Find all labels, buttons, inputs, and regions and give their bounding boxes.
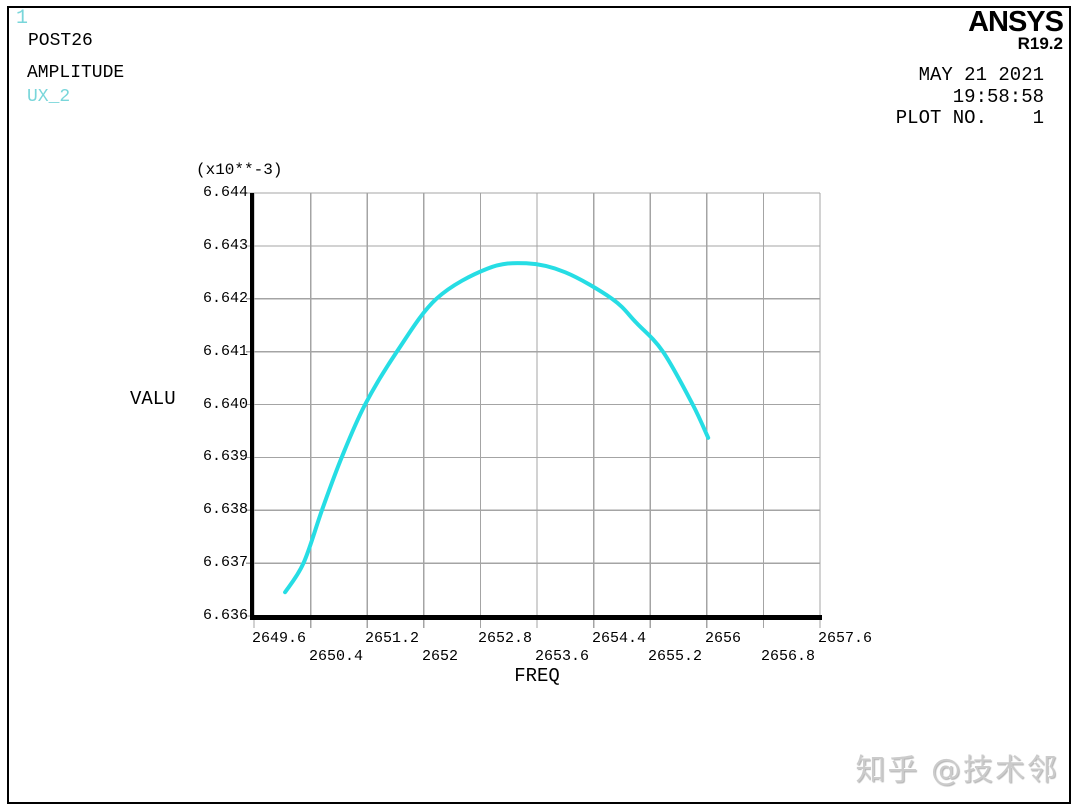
x-tick-label: 2649.6 [252,630,307,647]
y-tick-label: 6.638 [202,501,248,518]
plot-number-label: PLOT NO. 1 [895,107,1044,129]
y-axis-multiplier: (x10**-3) [196,161,283,179]
x-tick-label: 2654.4 [592,630,647,647]
x-tick-label: 2656.8 [761,648,816,665]
x-tick-label: 2652 [422,648,459,665]
x-tick-label: 2655.2 [648,648,703,665]
y-tick-label: 6.644 [202,184,248,201]
y-tick-label: 6.640 [202,396,248,413]
x-tick-label: 2652.8 [478,630,533,647]
window-number: 1 [16,7,29,30]
y-tick-label: 6.643 [202,237,248,254]
postprocessor-label: POST26 [28,31,93,51]
amplitude-curve [283,261,711,595]
y-axis-title: VALU [130,388,176,410]
x-tick-label: 2651.2 [365,630,420,647]
plot-date: MAY 21 2021 [918,64,1044,86]
watermark-text: 知乎 @技术邻 [855,753,1059,788]
ansys-version: R19.2 [1017,34,1063,53]
y-tick-label: 6.642 [202,290,248,307]
x-axis-line [250,615,822,620]
plot-border [7,6,1071,804]
ansys-logo: ANSYS [968,6,1064,38]
y-tick-label: 6.637 [202,554,248,571]
x-axis-title: FREQ [514,665,560,687]
y-tick-label: 6.641 [202,343,248,360]
x-tick-label: 2650.4 [309,648,364,665]
x-tick-label: 2657.6 [818,630,873,647]
y-tick-label: 6.636 [202,607,248,624]
series-name-label: UX_2 [27,87,71,107]
plot-time: 19:58:58 [952,86,1044,108]
result-type-label: AMPLITUDE [27,63,125,83]
y-axis-line [250,193,254,620]
y-tick-label: 6.639 [202,448,248,465]
x-tick-label: 2656 [705,630,742,647]
x-tick-label: 2653.6 [535,648,590,665]
